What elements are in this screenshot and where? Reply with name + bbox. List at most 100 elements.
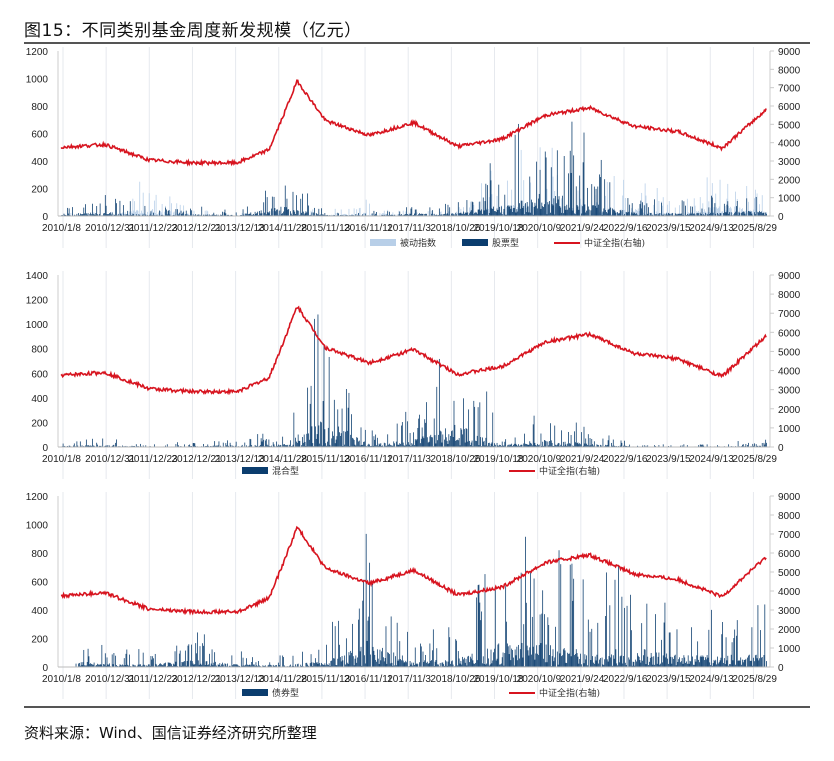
x-tick-label: 2021/9/24 xyxy=(560,454,605,465)
x-tick-label: 2012/12/21 xyxy=(171,223,221,234)
x-tick-label: 2017/11/3 xyxy=(387,223,431,234)
x-tick-label: 2020/10/9 xyxy=(517,454,562,465)
x-tick-label: 2015/11/13 xyxy=(301,223,351,234)
y-tick-label: 800 xyxy=(31,549,48,560)
x-tick-label: 2022/9/16 xyxy=(603,223,648,234)
y2-tick-label: 3000 xyxy=(778,606,801,617)
y2-tick-label: 1000 xyxy=(778,194,801,205)
x-tick-label: 2025/8/29 xyxy=(732,454,777,465)
chart-hybrid: 0 200 400 600 800 1000 1200 1400 0 1000 2000 3000 40… xyxy=(26,271,801,479)
y2-tick-label: 0 xyxy=(778,212,784,223)
x-tick-label: 2013/12/13 xyxy=(215,223,265,234)
legend-label: 混合型 xyxy=(272,465,299,477)
x-tick-label: 2018/10/26 xyxy=(430,454,480,465)
x-tick-label: 2018/10/26 xyxy=(430,674,480,685)
x-tick-label: 2024/9/13 xyxy=(689,223,734,234)
bar-series-1 xyxy=(61,121,767,216)
x-tick-label: 2011/12/23 xyxy=(128,674,178,685)
legend-item: 被动指数 xyxy=(370,237,436,249)
x-tick-label: 2016/11/11 xyxy=(344,454,393,465)
x-tick-label: 2025/8/29 xyxy=(732,223,777,234)
legend-label: 债券型 xyxy=(272,687,299,699)
x-tick-label: 2014/11/28 xyxy=(258,454,308,465)
x-tick-label: 2010/1/8 xyxy=(42,223,81,234)
y-tick-label: 1200 xyxy=(26,492,49,503)
y2-tick-label: 9000 xyxy=(778,492,801,503)
y2-tick-label: 8000 xyxy=(778,65,801,76)
legend-box-swatch xyxy=(242,467,268,474)
y2-tick-label: 7000 xyxy=(778,309,801,320)
x-tick-label: 2023/9/15 xyxy=(646,674,691,685)
y2-tick-label: 2000 xyxy=(778,625,801,636)
y2-tick-label: 7000 xyxy=(778,84,801,95)
bar-series-0 xyxy=(75,533,767,667)
y2-tick-label: 7000 xyxy=(778,530,801,541)
x-tick-label: 2012/12/21 xyxy=(171,674,221,685)
y-tick-label: 1000 xyxy=(26,521,49,532)
y-tick-label: 600 xyxy=(31,130,48,141)
x-tick-label: 2010/12/31 xyxy=(85,454,135,465)
x-tick-label: 2019/10/18 xyxy=(474,674,524,685)
y-tick-label: 1200 xyxy=(26,296,49,307)
y2-tick-label: 3000 xyxy=(778,386,801,397)
x-tick-label: 2010/12/31 xyxy=(85,674,135,685)
legend-label: 被动指数 xyxy=(400,237,436,249)
y2-tick-label: 5000 xyxy=(778,568,801,579)
x-tick-label: 2024/9/13 xyxy=(689,454,734,465)
figure-title: 图15：不同类别基金周度新发规模（亿元） xyxy=(24,21,362,41)
top-divider xyxy=(24,42,810,44)
x-tick-label: 2010/1/8 xyxy=(42,454,81,465)
legend-label: 中证全指(右轴) xyxy=(584,237,645,249)
x-tick-label: 2022/9/16 xyxy=(603,674,648,685)
x-tick-label: 2015/11/13 xyxy=(301,674,351,685)
y2-tick-label: 1000 xyxy=(778,424,801,435)
legend-item: 债券型 xyxy=(242,687,299,699)
y2-tick-label: 0 xyxy=(778,443,784,454)
x-tick-label: 2014/11/28 xyxy=(258,674,308,685)
x-tick-label: 2023/9/15 xyxy=(646,223,691,234)
y2-tick-label: 3000 xyxy=(778,157,801,168)
x-tick-label: 2010/12/31 xyxy=(85,223,135,234)
y2-tick-label: 9000 xyxy=(778,47,801,58)
y2-tick-label: 5000 xyxy=(778,347,801,358)
x-tick-label: 2024/9/13 xyxy=(689,674,734,685)
legend-label: 中证全指(右轴) xyxy=(539,687,600,699)
y2-tick-label: 8000 xyxy=(778,511,801,522)
x-tick-label: 2021/9/24 xyxy=(560,674,605,685)
y2-tick-label: 8000 xyxy=(778,290,801,301)
csi-all-share-line xyxy=(60,525,767,616)
x-tick-label: 2010/1/8 xyxy=(42,674,81,685)
csi-all-share-line xyxy=(60,79,767,167)
legend-box-swatch xyxy=(370,239,396,246)
x-tick-label: 2015/11/13 xyxy=(301,454,351,465)
chart-bond: 0 200 400 600 800 1000 1200 0 1000 2000 3000 4000 50… xyxy=(26,492,801,699)
x-tick-label: 2020/10/9 xyxy=(517,674,562,685)
y-tick-label: 800 xyxy=(31,102,48,113)
y2-tick-label: 6000 xyxy=(778,328,801,339)
legend-item: 股票型 xyxy=(462,238,519,249)
legend-item: 混合型 xyxy=(242,465,299,477)
x-tick-label: 2011/12/23 xyxy=(128,454,178,465)
y-tick-label: 1000 xyxy=(26,320,49,331)
y-tick-label: 400 xyxy=(31,394,48,405)
x-tick-label: 2019/10/18 xyxy=(474,454,524,465)
x-tick-label: 2016/11/11 xyxy=(344,223,393,234)
legend-box-swatch xyxy=(462,239,488,246)
y2-tick-label: 0 xyxy=(778,663,784,674)
legend-item: 中证全指(右轴) xyxy=(554,237,645,249)
x-tick-label: 2013/12/13 xyxy=(215,674,265,685)
x-tick-label: 2022/9/16 xyxy=(603,454,648,465)
y-tick-label: 200 xyxy=(31,418,48,429)
y2-tick-label: 4000 xyxy=(778,367,801,378)
x-tick-label: 2016/11/11 xyxy=(344,674,393,685)
chart-equity-passive: 0 200 400 600 800 1000 1200 0 1000 2000 3000 4000 50… xyxy=(26,47,801,249)
x-tick-label: 2023/9/15 xyxy=(646,454,691,465)
x-tick-label: 2012/12/21 xyxy=(171,454,221,465)
legend-label: 股票型 xyxy=(492,238,519,249)
legend-item: 中证全指(右轴) xyxy=(509,465,600,477)
y-tick-label: 1200 xyxy=(26,47,49,58)
y-tick-label: 800 xyxy=(31,345,48,356)
x-tick-label: 2019/10/18 xyxy=(474,223,524,234)
csi-all-share-line xyxy=(60,305,767,396)
x-tick-label: 2018/10/26 xyxy=(430,223,480,234)
